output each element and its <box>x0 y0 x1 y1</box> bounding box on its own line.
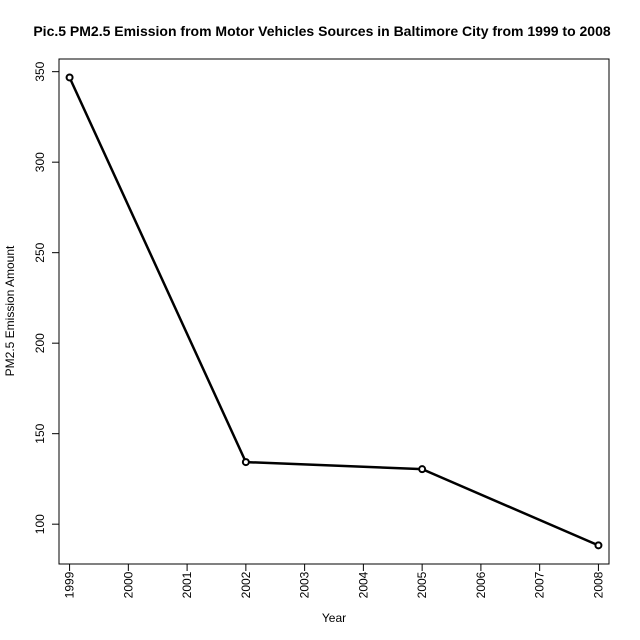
y-tick-label: 300 <box>33 152 47 172</box>
x-tick-label: 2002 <box>239 571 253 598</box>
x-tick-label: 2007 <box>533 571 547 598</box>
data-point <box>594 541 603 550</box>
x-tick-label: 2003 <box>298 571 312 598</box>
x-axis-label: Year <box>322 611 346 625</box>
series-line <box>68 76 599 547</box>
series-emission <box>65 73 603 550</box>
plot-frame <box>58 58 610 565</box>
y-axis: 100 150 200 250 300 350 <box>33 61 60 534</box>
y-tick-label: 100 <box>33 514 47 534</box>
chart-title: Pic.5 PM2.5 Emission from Motor Vehicles… <box>33 23 611 39</box>
y-axis-label: PM2.5 Emission Amount <box>3 245 17 376</box>
x-axis: 1999 2000 2001 2002 2003 2004 2005 2006 2007 2008 <box>63 563 605 598</box>
y-tick-label: 350 <box>33 61 47 81</box>
x-tick-label: 2008 <box>591 571 605 598</box>
data-point <box>418 465 427 474</box>
y-tick-label: 150 <box>33 423 47 443</box>
x-tick-label: 2001 <box>180 571 194 598</box>
data-point <box>65 73 74 82</box>
x-tick-label: 2004 <box>356 571 370 598</box>
y-tick-label: 200 <box>33 333 47 353</box>
x-tick-label: 1999 <box>63 571 77 598</box>
x-tick-label: 2006 <box>474 571 488 598</box>
x-tick-label: 2000 <box>121 571 135 598</box>
data-point <box>241 458 250 467</box>
x-tick-label: 2005 <box>415 571 429 598</box>
y-tick-label: 250 <box>33 242 47 262</box>
